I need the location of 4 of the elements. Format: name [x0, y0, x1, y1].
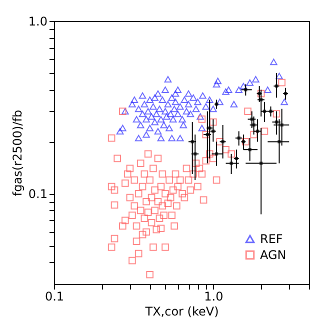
y-axis-title: fgas(r2500)/fb: [10, 110, 24, 196]
x-axis-title: TX,cor (keV): [144, 304, 219, 318]
legend-label: AGN: [260, 248, 286, 262]
legend-label: REF: [260, 232, 283, 246]
